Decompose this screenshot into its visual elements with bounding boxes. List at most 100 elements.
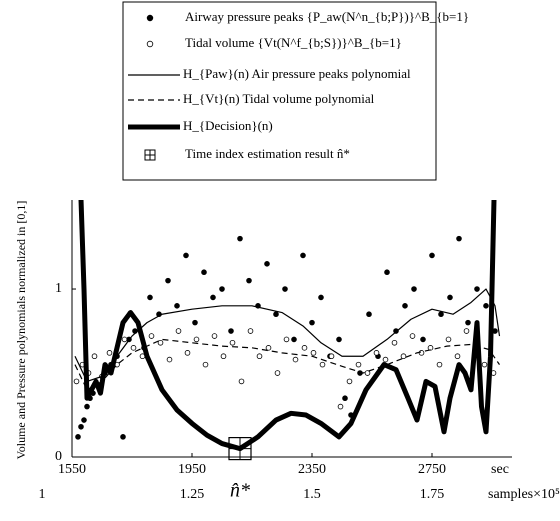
point (246, 277, 252, 284)
open-point (355, 361, 362, 368)
open-point (146, 40, 154, 48)
legend-label: Airway pressure peaks {P_aw(N^n_{b;P})}^… (185, 9, 469, 24)
open-point (391, 339, 398, 346)
legend: Airway pressure peaks {P_aw(N^n_{b;P})}^… (128, 9, 469, 161)
x2-tick-label: 1 (39, 487, 46, 502)
point (228, 328, 234, 334)
legend-label: Tidal volume {Vt(N^f_{b;S})}^B_{b=1} (185, 35, 402, 50)
open-point (274, 370, 281, 376)
point (438, 311, 444, 318)
open-point (400, 353, 407, 360)
open-point (409, 333, 416, 339)
point (465, 319, 471, 326)
open-point (310, 350, 317, 356)
point (411, 286, 417, 292)
point (219, 286, 225, 292)
open-point (418, 350, 425, 356)
point (84, 403, 90, 410)
open-point (463, 328, 470, 334)
legend-label: H_{Decision}(n) (183, 118, 273, 133)
point (210, 294, 216, 301)
open-point (319, 361, 326, 368)
point (201, 269, 207, 276)
open-point (481, 361, 488, 368)
open-point (292, 356, 299, 363)
x-tick-label: 2350 (298, 462, 326, 477)
open-point (220, 353, 227, 360)
x2-axis-label: samples×10⁵ (488, 487, 560, 502)
x-tick-label: 1550 (58, 462, 86, 477)
line (74, 338, 500, 391)
legend-label: H_{Vt}(n) Tidal volume polynomial (183, 91, 375, 106)
open-point (157, 339, 164, 346)
point (237, 235, 243, 242)
point (147, 294, 153, 301)
point (78, 423, 84, 430)
plot-area (73, 200, 501, 452)
point (456, 235, 462, 242)
point (366, 311, 372, 318)
x-tick-label: 2750 (418, 462, 446, 477)
open-point (445, 336, 452, 343)
x-axis-label: sec (491, 462, 509, 477)
point (384, 269, 390, 276)
open-point (175, 328, 182, 334)
estimate-marker (228, 437, 252, 461)
point (474, 286, 480, 292)
open-point (373, 350, 380, 356)
point (447, 294, 453, 301)
point (300, 252, 306, 259)
open-point (202, 361, 209, 368)
open-point (121, 336, 128, 343)
point (120, 434, 126, 440)
point (165, 277, 171, 284)
open-point (346, 378, 353, 385)
line (78, 200, 497, 452)
x-tick-label: 1950 (178, 462, 206, 477)
point (192, 319, 198, 326)
point (309, 319, 315, 326)
open-point (211, 333, 218, 339)
open-point (193, 336, 200, 343)
open-point (301, 345, 308, 351)
point (402, 303, 408, 309)
y-tick-label: 1 (55, 281, 62, 296)
line (74, 288, 501, 383)
open-point (166, 356, 173, 363)
point (483, 303, 489, 309)
open-point (247, 328, 254, 334)
point (174, 303, 180, 309)
y-axis-label: Volume and Pressure polynomials normaliz… (14, 201, 28, 460)
point (81, 417, 87, 423)
point (342, 395, 348, 402)
point (420, 336, 426, 343)
point (75, 434, 81, 440)
open-point (364, 370, 371, 376)
open-point (283, 336, 290, 343)
annotation: n̂* (230, 480, 250, 502)
x2-tick-label: 1.5 (303, 487, 321, 502)
open-point (148, 333, 155, 339)
point (264, 261, 270, 267)
legend-box (122, 1, 437, 181)
open-point (73, 378, 80, 385)
open-point (436, 361, 443, 368)
point (336, 336, 342, 343)
legend-label: H_{Paw}(n) Air pressure peaks polynomial (183, 66, 411, 81)
point (146, 14, 154, 22)
open-point (130, 345, 137, 351)
point (429, 252, 435, 259)
x2-tick-label: 1.75 (420, 487, 445, 502)
open-point (238, 378, 245, 385)
open-point (91, 353, 98, 360)
open-point (184, 350, 191, 356)
open-point (229, 339, 236, 346)
open-point (265, 345, 272, 351)
point (282, 286, 288, 292)
open-point (337, 403, 344, 410)
x2-tick-label: 1.25 (180, 487, 205, 502)
legend-label: Time index estimation result n̂* (185, 146, 350, 161)
open-point (256, 353, 263, 360)
open-point (454, 353, 461, 360)
